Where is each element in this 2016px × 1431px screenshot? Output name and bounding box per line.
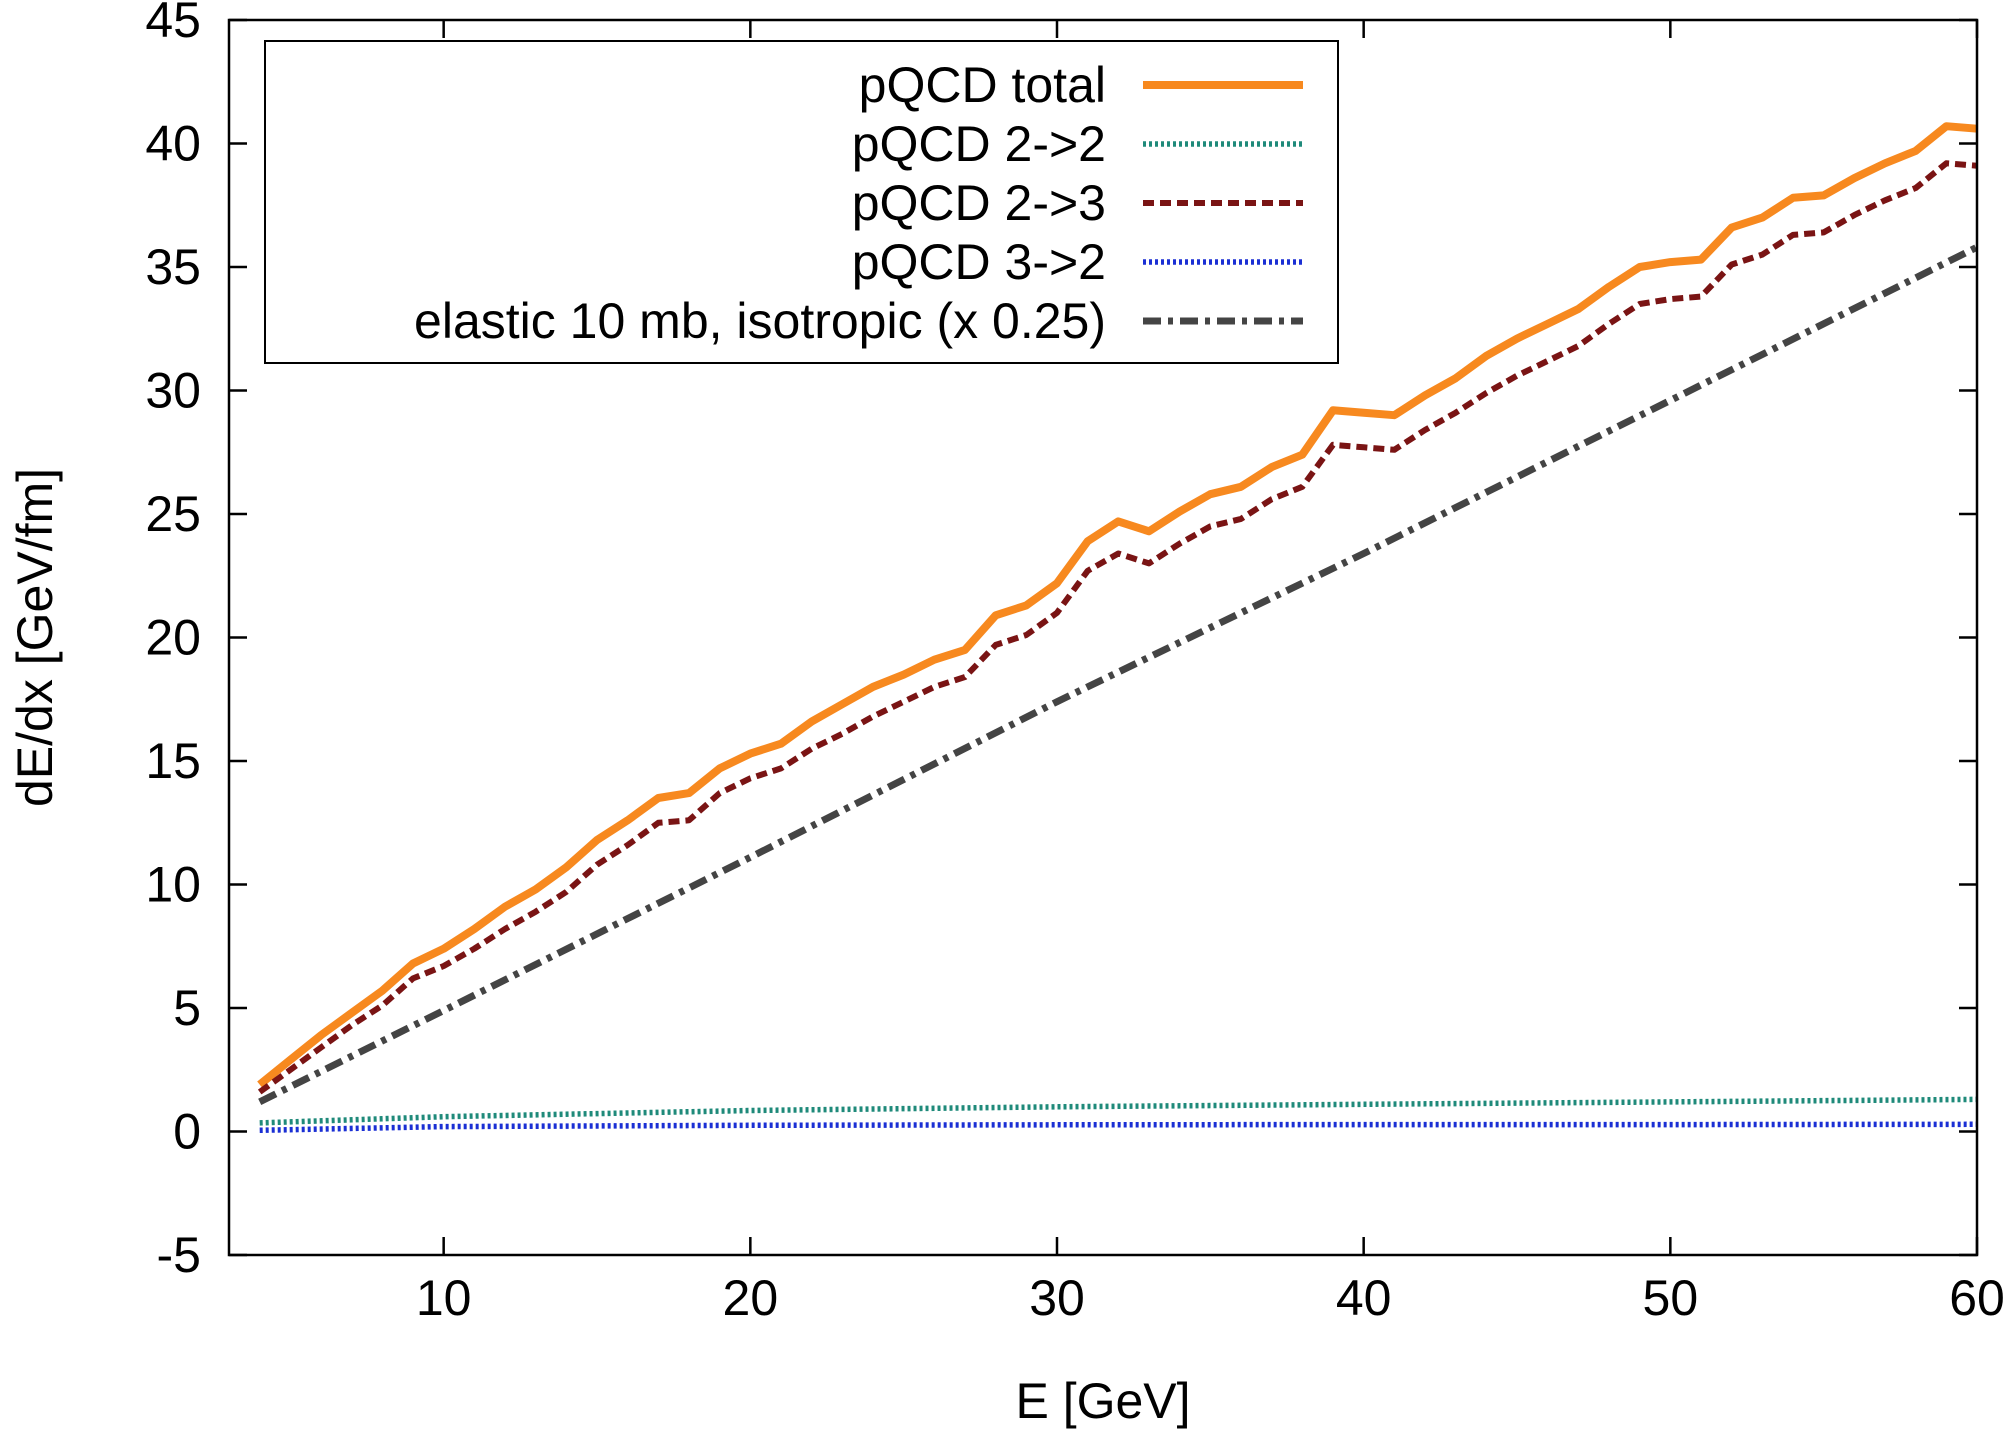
x-tick-label: 50 xyxy=(1643,1270,1699,1326)
tick-labels: 10 20 30 40 50 60 -5 0 5 10 15 20 25 30 35 40 45 xyxy=(145,0,2004,1326)
x-tick-label: 40 xyxy=(1336,1270,1392,1326)
legend-label: pQCD 2->2 xyxy=(852,116,1106,172)
y-axis-label: dE/dx [GeV/fm] xyxy=(7,468,63,807)
y-tick-label: 40 xyxy=(145,116,201,172)
x-tick-label: 20 xyxy=(723,1270,779,1326)
x-axis-label: E [GeV] xyxy=(1015,1373,1190,1429)
y-tick-label: 45 xyxy=(145,0,201,48)
series-line xyxy=(257,122,1978,1088)
plot-frame xyxy=(227,18,1979,1257)
y-tick-label: 15 xyxy=(145,733,201,789)
legend-box xyxy=(264,40,1339,364)
series-line xyxy=(259,1096,1978,1126)
series-line xyxy=(259,1121,1978,1134)
series-line xyxy=(257,160,1978,1095)
legend-label: pQCD 3->2 xyxy=(852,234,1106,290)
legend-label: pQCD 2->3 xyxy=(852,175,1106,231)
series-line xyxy=(258,244,1979,1106)
y-tick-label: -5 xyxy=(157,1227,201,1283)
y-tick-label: 25 xyxy=(145,486,201,542)
series-lines xyxy=(257,122,1979,1134)
y-tick-label: 30 xyxy=(145,363,201,419)
x-tick-label: 60 xyxy=(1949,1270,2005,1326)
legend-label: elastic 10 mb, isotropic (x 0.25) xyxy=(414,293,1106,349)
y-tick-label: 35 xyxy=(145,239,201,295)
y-tick-label: 0 xyxy=(173,1104,201,1160)
x-tick-label: 30 xyxy=(1029,1270,1085,1326)
x-tick-label: 10 xyxy=(416,1270,472,1326)
y-tick-label: 5 xyxy=(173,980,201,1036)
y-tick-label: 10 xyxy=(145,857,201,913)
legend-label: pQCD total xyxy=(859,57,1106,113)
y-tick-label: 20 xyxy=(145,610,201,666)
